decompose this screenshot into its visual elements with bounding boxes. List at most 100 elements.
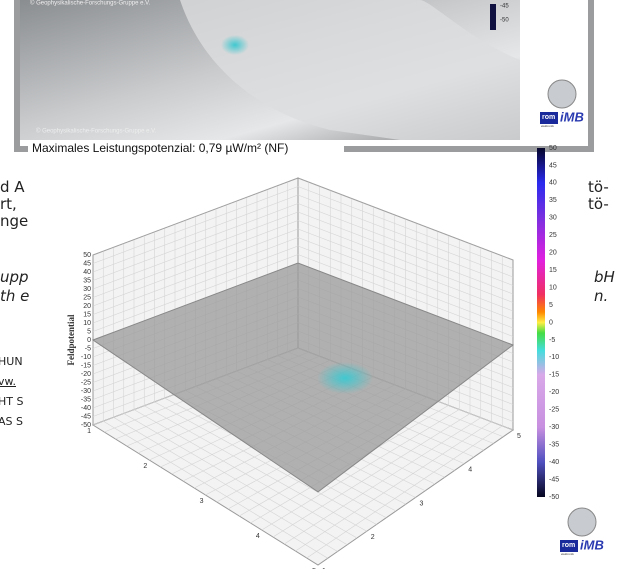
box-edge (297, 177, 514, 261)
logo-globe (547, 79, 577, 109)
colorbar-tick-label: 50 (549, 145, 557, 152)
z-tick-label: 25 (83, 294, 91, 301)
z-tick-label: -5 (85, 345, 91, 352)
grid-line (297, 254, 514, 337)
body-fragment: nge (0, 212, 29, 230)
z-axis-label: Feldpotential (66, 314, 76, 365)
head-shape (180, 0, 520, 140)
copyright: © Geophysikalische-Forschungs-Gruppe e.V… (30, 0, 151, 7)
body-fragment: n. (594, 287, 609, 305)
mini-colorbar-label: -45 (500, 4, 509, 10)
grid-line (272, 413, 471, 538)
z-tick-label: -40 (81, 405, 91, 412)
z-tick-label: 40 (83, 269, 91, 276)
y-tick-label: 5 (517, 433, 521, 440)
grid-line (92, 254, 299, 332)
colorbar-tick-label: -20 (549, 389, 559, 396)
grid-line (92, 245, 299, 324)
x-tick-label: 2 (143, 463, 147, 470)
surface (91, 262, 515, 493)
logo-globe (567, 507, 597, 537)
box-edge (92, 177, 299, 256)
y-tick-label: 3 (420, 500, 424, 507)
x-tick-label: 5 (312, 568, 316, 569)
grid-line (261, 409, 460, 531)
mini-colorbar-label: -50 (500, 18, 509, 24)
logo-imb: iMB (580, 537, 604, 552)
grid-line (92, 194, 299, 273)
z-tick-label: -10 (81, 354, 91, 361)
logo-rom: rom (562, 542, 575, 549)
hotspot (221, 35, 249, 55)
y-tick-label: 4 (468, 467, 472, 474)
logo-rom-bg (540, 112, 558, 124)
colorbar-tick-label: 20 (549, 250, 557, 257)
colorbar-tick-label: 30 (549, 215, 557, 222)
grid-line (92, 186, 299, 264)
body-fragment: vw. (0, 375, 16, 388)
body-fragment: th e (0, 287, 30, 305)
z-tick-label: -35 (81, 396, 91, 403)
grid-line (306, 425, 503, 559)
logo-sub: elektronik (541, 124, 554, 128)
grid-line (297, 237, 514, 320)
z-tick-label: -25 (81, 379, 91, 386)
colorbar-tick-label: -45 (549, 476, 559, 483)
body-fragment: upp (0, 268, 29, 286)
colorbar-tick-label: 0 (549, 319, 553, 326)
caption-bg (28, 141, 344, 157)
z-tick-label: 5 (87, 328, 91, 335)
colorbar-tick-label: 45 (549, 162, 557, 169)
grid-line (92, 211, 299, 290)
x-tick-label: 3 (200, 498, 204, 505)
z-tick-label: 20 (83, 303, 91, 310)
body-fragment: HT S (0, 395, 24, 408)
body-fragment: tö- (588, 195, 609, 213)
copyright: © Geophysikalische-Forschungs-Gruppe e.V… (36, 128, 157, 135)
grid-line (297, 186, 514, 269)
body-fragment: rt, (0, 195, 17, 213)
grid-line (297, 228, 514, 312)
z-tick-label: -45 (81, 413, 91, 420)
z-tick-label: 30 (83, 286, 91, 293)
colorbar-tick-label: -40 (549, 459, 559, 466)
grid-line (297, 245, 514, 329)
grid-line (284, 417, 481, 545)
grid-line (297, 203, 514, 286)
z-tick-label: -50 (81, 422, 91, 429)
colorbar-tick-label: 40 (549, 180, 557, 187)
y-tick-label: 2 (371, 534, 375, 541)
body-fragment: HUN (0, 355, 23, 368)
grid-line (297, 220, 514, 303)
z-tick-label: 35 (83, 277, 91, 284)
logo-sub: elektronik (561, 552, 574, 556)
grid-line (92, 220, 299, 298)
hotspot (317, 362, 373, 394)
z-tick-label: -30 (81, 388, 91, 395)
grid-line (92, 203, 299, 281)
body-fragment: AS S (0, 415, 23, 428)
z-tick-label: 50 (83, 252, 91, 259)
colorbar-tick-label: 15 (549, 267, 557, 274)
x-tick-label: 1 (87, 428, 91, 435)
z-tick-label: 45 (83, 260, 91, 267)
colorbar-tick-label: -50 (549, 494, 559, 501)
grid-line (297, 194, 514, 278)
colorbar-tick-label: -35 (549, 441, 559, 448)
x-tick-label: 4 (256, 533, 260, 540)
colorbar-tick-label: -5 (549, 337, 555, 344)
z-tick-label: -20 (81, 371, 91, 378)
caption: Maximales Leistungspotenzial: 0,79 µW/m²… (32, 141, 288, 155)
grid-line (295, 421, 492, 552)
z-tick-label: 15 (83, 311, 91, 318)
body-fragment: bH (594, 268, 615, 286)
logo-rom-bg (560, 540, 578, 552)
colorbar-tick-label: 35 (549, 197, 557, 204)
body-fragment: tö- (588, 178, 609, 196)
colorbar-tick-label: 10 (549, 284, 557, 291)
colorbar-tick-label: -15 (549, 372, 559, 379)
colorbar-tick-label: -25 (549, 407, 559, 414)
body-fragment: d A (0, 178, 25, 196)
